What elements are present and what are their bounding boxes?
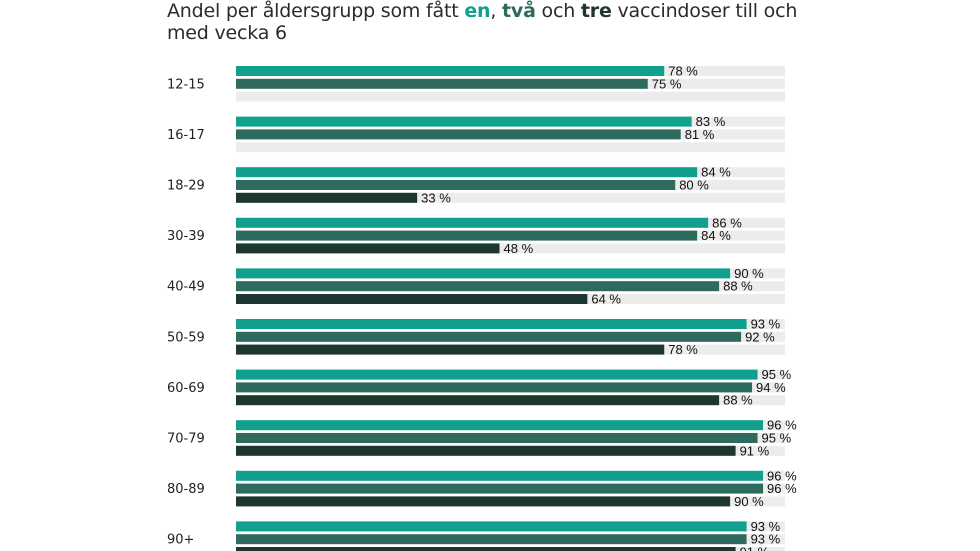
bar-två-30-39 (236, 230, 698, 241)
bar-track (236, 142, 785, 153)
data-label: 33 % (421, 190, 451, 205)
bar-två-50-59 (236, 331, 742, 342)
data-label: 95 % (762, 367, 792, 382)
bar-en-16-17 (236, 116, 692, 127)
data-label: 78 % (668, 64, 698, 79)
chart-title: Andel per åldersgrupp som fått en, två o… (167, 0, 827, 44)
data-label: 48 % (504, 241, 534, 256)
category-label-30-39: 30-39 (167, 229, 205, 244)
bar-tre-30-39 (236, 243, 500, 254)
title-sep-1: , (490, 0, 503, 22)
data-label: 84 % (701, 228, 731, 243)
bar-en-30-39 (236, 217, 709, 228)
data-label: 94 % (756, 380, 786, 395)
data-label: 93 % (751, 532, 781, 547)
data-label: 83 % (696, 114, 726, 129)
bar-tre-70-79 (236, 445, 736, 456)
category-label-18-29: 18-29 (167, 179, 205, 194)
data-label: 88 % (723, 279, 753, 294)
bar-tre-40-49 (236, 294, 588, 304)
data-label: 96 % (767, 418, 797, 433)
bar-en-50-59 (236, 319, 747, 329)
bar-track (236, 243, 785, 254)
title-key-en: en (464, 0, 491, 22)
bar-en-60-69 (236, 369, 758, 380)
bar-en-70-79 (236, 420, 764, 431)
data-label: 78 % (668, 342, 698, 357)
title-prefix: Andel per åldersgrupp som fått (167, 0, 465, 22)
category-label-12-15: 12-15 (167, 77, 205, 92)
bar-två-60-69 (236, 382, 753, 393)
title-sep-2: och (535, 0, 581, 22)
data-label: 93 % (751, 519, 781, 534)
bar-tre-90plus (236, 547, 736, 551)
title-key-tre: tre (580, 0, 612, 22)
data-label: 80 % (679, 178, 709, 193)
data-label: 96 % (767, 468, 797, 483)
category-label-40-49: 40-49 (167, 280, 205, 295)
category-label-16-17: 16-17 (167, 128, 205, 143)
bar-en-80-89 (236, 470, 764, 481)
bar-tre-80-89 (236, 496, 731, 507)
bar-två-12-15 (236, 78, 648, 89)
data-label: 81 % (685, 127, 715, 142)
data-label: 90 % (734, 266, 764, 281)
bar-två-80-89 (236, 483, 764, 494)
category-label-90plus: 90+ (167, 533, 194, 548)
category-label-60-69: 60-69 (167, 381, 205, 396)
bar-två-40-49 (236, 281, 720, 292)
bar-tre-60-69 (236, 395, 720, 406)
data-label: 64 % (591, 292, 621, 307)
bar-en-18-29 (236, 167, 698, 178)
title-key-tva: två (502, 0, 536, 22)
data-label: 91 % (740, 545, 770, 551)
category-label-50-59: 50-59 (167, 330, 205, 345)
data-label: 93 % (751, 317, 781, 332)
data-label: 86 % (712, 215, 742, 230)
bar-track (236, 192, 785, 203)
category-label-70-79: 70-79 (167, 432, 205, 447)
bar-två-18-29 (236, 180, 676, 190)
data-label: 96 % (767, 481, 797, 496)
data-label: 88 % (723, 393, 753, 408)
data-label: 75 % (652, 76, 682, 91)
bar-tre-18-29 (236, 192, 418, 203)
title-suffix: vaccindoser till och med vecka 6 (167, 0, 798, 44)
bar-track (236, 91, 785, 102)
data-label: 92 % (745, 329, 775, 344)
bar-tre-50-59 (236, 344, 665, 355)
data-label: 91 % (740, 443, 770, 458)
category-label-80-89: 80-89 (167, 482, 205, 497)
bar-två-90plus (236, 534, 747, 545)
bar-en-90plus (236, 521, 747, 532)
bar-två-70-79 (236, 433, 758, 443)
data-label: 84 % (701, 165, 731, 180)
bar-en-40-49 (236, 268, 731, 279)
bar-en-12-15 (236, 66, 665, 76)
bar-två-16-17 (236, 129, 681, 140)
data-label: 95 % (762, 431, 792, 446)
data-label: 90 % (734, 494, 764, 509)
